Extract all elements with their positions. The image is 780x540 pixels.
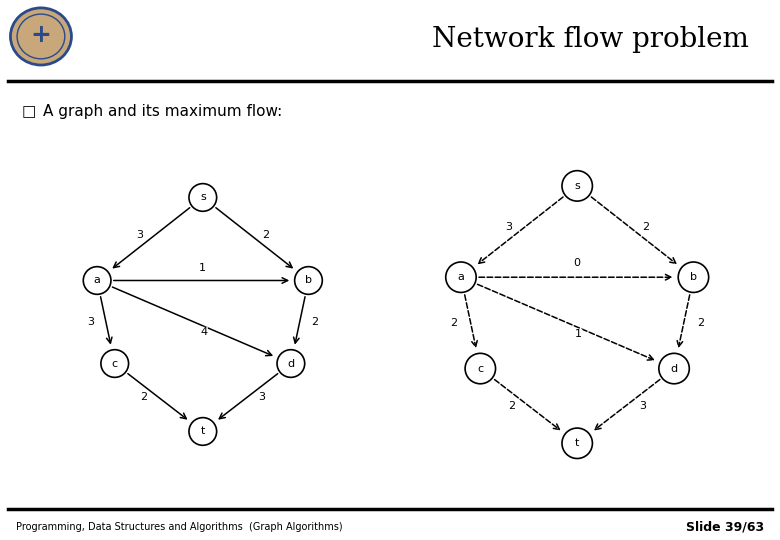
Circle shape [562, 428, 593, 458]
Text: d: d [671, 363, 678, 374]
Circle shape [562, 171, 593, 201]
Text: 3: 3 [639, 401, 646, 411]
Circle shape [445, 262, 476, 293]
Circle shape [295, 267, 322, 294]
Circle shape [189, 184, 217, 211]
Text: t: t [200, 427, 205, 436]
Text: t: t [575, 438, 580, 448]
Circle shape [659, 353, 690, 384]
Circle shape [465, 353, 495, 384]
Text: 2: 2 [311, 317, 318, 327]
Text: 2: 2 [451, 318, 458, 328]
Circle shape [679, 262, 709, 293]
Text: A graph and its maximum flow:: A graph and its maximum flow: [43, 104, 282, 119]
Circle shape [10, 8, 72, 65]
Text: 2: 2 [262, 230, 269, 240]
Text: c: c [477, 363, 484, 374]
Text: Slide 39/63: Slide 39/63 [686, 520, 764, 533]
Text: 2: 2 [140, 393, 147, 402]
Circle shape [101, 350, 129, 377]
Text: b: b [305, 275, 312, 286]
Text: 2: 2 [697, 318, 704, 328]
Circle shape [83, 267, 111, 294]
Text: a: a [94, 275, 101, 286]
Text: s: s [200, 192, 206, 202]
Text: 1: 1 [200, 263, 206, 273]
Text: b: b [690, 272, 697, 282]
Circle shape [277, 350, 305, 377]
Text: a: a [458, 272, 464, 282]
Text: 2: 2 [509, 401, 516, 411]
Text: +: + [30, 23, 51, 47]
Text: 3: 3 [136, 230, 144, 240]
Text: □: □ [22, 104, 36, 119]
Text: Network flow problem: Network flow problem [432, 26, 749, 53]
Text: 3: 3 [258, 393, 265, 402]
Circle shape [189, 417, 217, 446]
Text: 2: 2 [643, 222, 650, 232]
Text: 3: 3 [87, 317, 94, 327]
Text: 3: 3 [505, 222, 512, 232]
Text: 4: 4 [200, 327, 207, 337]
Text: c: c [112, 359, 118, 368]
Text: 1: 1 [575, 329, 582, 339]
Text: s: s [574, 181, 580, 191]
Text: Programming, Data Structures and Algorithms  (Graph Algorithms): Programming, Data Structures and Algorit… [16, 522, 342, 532]
Text: 0: 0 [574, 258, 580, 268]
Text: d: d [287, 359, 294, 368]
